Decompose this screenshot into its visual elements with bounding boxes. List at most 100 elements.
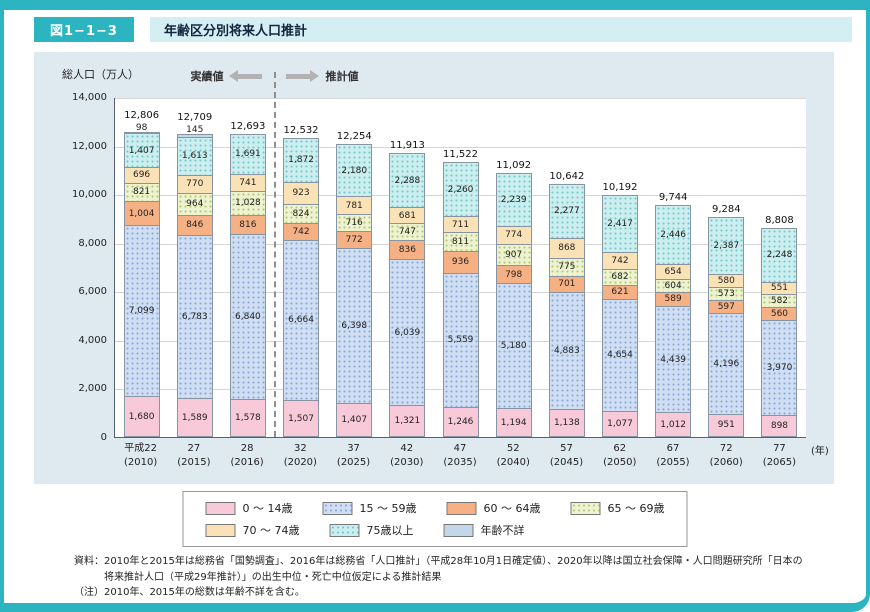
y-tick-label: 2,000 [78,383,107,395]
bar-total-label: 10,192 [602,181,638,193]
stacked-bar: 1,578 6,840 816 1,028 741 1,691 [229,133,266,437]
segment-value-label: 774 [505,230,523,241]
bar-slot: 9,284 951 4,196 597 573 580 2,387 [700,98,753,437]
y-tick-label: 0 [100,432,107,443]
bar-segment: 3,970 [761,319,798,417]
segment-value-label: 6,783 [181,312,208,323]
bar-segment: 701 [548,275,585,293]
segment-value-label: 589 [664,294,682,305]
bar-segment: 6,783 [176,234,213,400]
segment-value-label: 6,840 [235,311,261,322]
bar-segment: 811 [442,232,479,253]
segment-value-label: 1,613 [181,151,208,162]
legend-label: 65 ～ 69歳 [607,502,665,515]
segment-value-label: 1,589 [181,412,208,423]
segment-value-label: 4,439 [660,354,687,365]
segment-value-label: 1,028 [235,198,261,209]
footnotes: 資料：2010年と2015年は総務省「国勢調査」、2016年は総務省「人口推計」… [74,554,810,601]
segment-value-label: 573 [717,288,735,299]
segment-value-label: 551 [770,283,789,294]
bar-segment: 573 [708,286,745,301]
legend-item: 70 ～ 74歳 [205,522,300,538]
bar-segment: 682 [601,269,638,286]
bar-slot: 12,532 1,507 6,664 742 824 923 1,872 [274,98,327,437]
bar-segment: 1,589 [176,398,213,437]
bar-segment: 775 [548,257,585,277]
bar-segment: 747 [389,222,426,241]
bar-total-label: 10,642 [549,170,585,182]
bar-segment: 1,578 [229,398,266,437]
segment-value-label: 1,246 [447,416,474,427]
y-tick-label: 4,000 [78,334,107,346]
bar-segment: 1,407 [123,133,160,168]
legend: 0 ～ 14歳 15 ～ 59歳 60 ～ 64歳 65 ～ 69歳 70 ～ 74歳… [182,491,688,547]
stacked-bar: 1,077 4,654 621 682 742 2,417 [601,194,638,437]
bar-segment: 551 [761,281,798,296]
bar-slot: 9,744 1,012 4,439 589 604 654 2,446 [647,98,700,437]
stacked-bar: 1,246 5,559 936 811 711 2,260 [442,162,479,437]
segment-value-label: 145 [186,125,204,136]
x-axis-label: 62 (2050) [603,443,637,468]
bar-total-label: 12,806 [124,110,160,122]
bar-segment: 951 [708,413,745,437]
bar-segment: 2,277 [548,183,585,239]
bar-segment: 1,004 [123,201,160,226]
legend-label: 60 ～ 64歳 [483,502,541,515]
legend-item: 65 ～ 69歳 [570,500,665,516]
bar-segment: 2,180 [336,144,373,198]
bar-segment: 868 [548,237,585,259]
bar-segment: 7,099 [123,224,160,398]
segment-value-label: 2,248 [766,250,793,261]
segment-value-label: 711 [451,219,470,230]
segment-value-label: 1,691 [235,149,261,160]
legend-swatch [570,501,601,515]
segment-value-label: 846 [186,220,204,231]
stacked-bar: 951 4,196 597 573 580 2,387 [708,216,745,437]
actual-label: 実績値 [190,70,224,83]
bar-segment: 742 [601,252,638,271]
segment-value-label: 772 [345,235,363,246]
legend-label: 0 ～ 14歳 [242,502,293,515]
segment-value-label: 2,446 [660,230,687,241]
segment-value-label: 6,039 [394,327,421,338]
bar-total-label: 12,532 [283,124,319,136]
bar-segment: 1,407 [336,402,373,437]
bar-segment: 923 [283,182,320,205]
segment-value-label: 868 [558,243,576,254]
segment-value-label: 811 [451,237,470,248]
bar-segment: 1,691 [229,133,266,175]
bar-total-label: 12,693 [230,120,266,132]
segment-value-label: 798 [505,269,523,280]
bar-slot: 11,913 1,321 6,039 836 747 681 2,288 [381,98,434,437]
segment-value-label: 1,004 [128,208,155,219]
legend-item: 0 ～ 14歳 [205,500,293,516]
x-axis-label: 32 (2020) [283,443,317,468]
bar-slot: 10,642 1,138 4,883 701 775 868 2,277 [540,98,593,437]
y-tick-label: 12,000 [72,140,107,152]
page-title: 年齢区分別将来人口推計 [150,17,852,42]
legend-label: 75歳以上 [366,524,414,537]
bar-segment: 898 [761,415,798,437]
bar-segment: 6,039 [389,259,426,406]
legend-item: 年齢不詳 [443,522,525,538]
bar-segment: 836 [389,239,426,261]
bar-segment: 907 [495,243,532,266]
bar-segment: 774 [495,226,532,245]
segment-value-label: 604 [664,281,682,292]
bar-segment: 6,664 [283,239,320,402]
stacked-bar: 1,507 6,664 742 824 923 1,872 [283,137,320,437]
segment-value-label: 3,970 [766,363,793,373]
segment-value-label: 742 [611,256,629,267]
bar-total-label: 11,522 [443,149,479,161]
bar-segment: 1,246 [442,406,479,437]
bar-segment: 742 [283,222,320,241]
y-tick-label: 8,000 [78,237,107,249]
bar-segment: 816 [229,214,266,235]
segment-value-label: 5,559 [447,335,474,346]
bar-total-label: 11,092 [496,159,532,171]
segment-value-label: 7,099 [128,306,155,316]
bar-segment: 560 [761,307,798,321]
segment-value-label: 2,387 [713,240,740,251]
bar-segment: 654 [655,263,692,280]
bar-segment: 1,194 [495,408,532,437]
